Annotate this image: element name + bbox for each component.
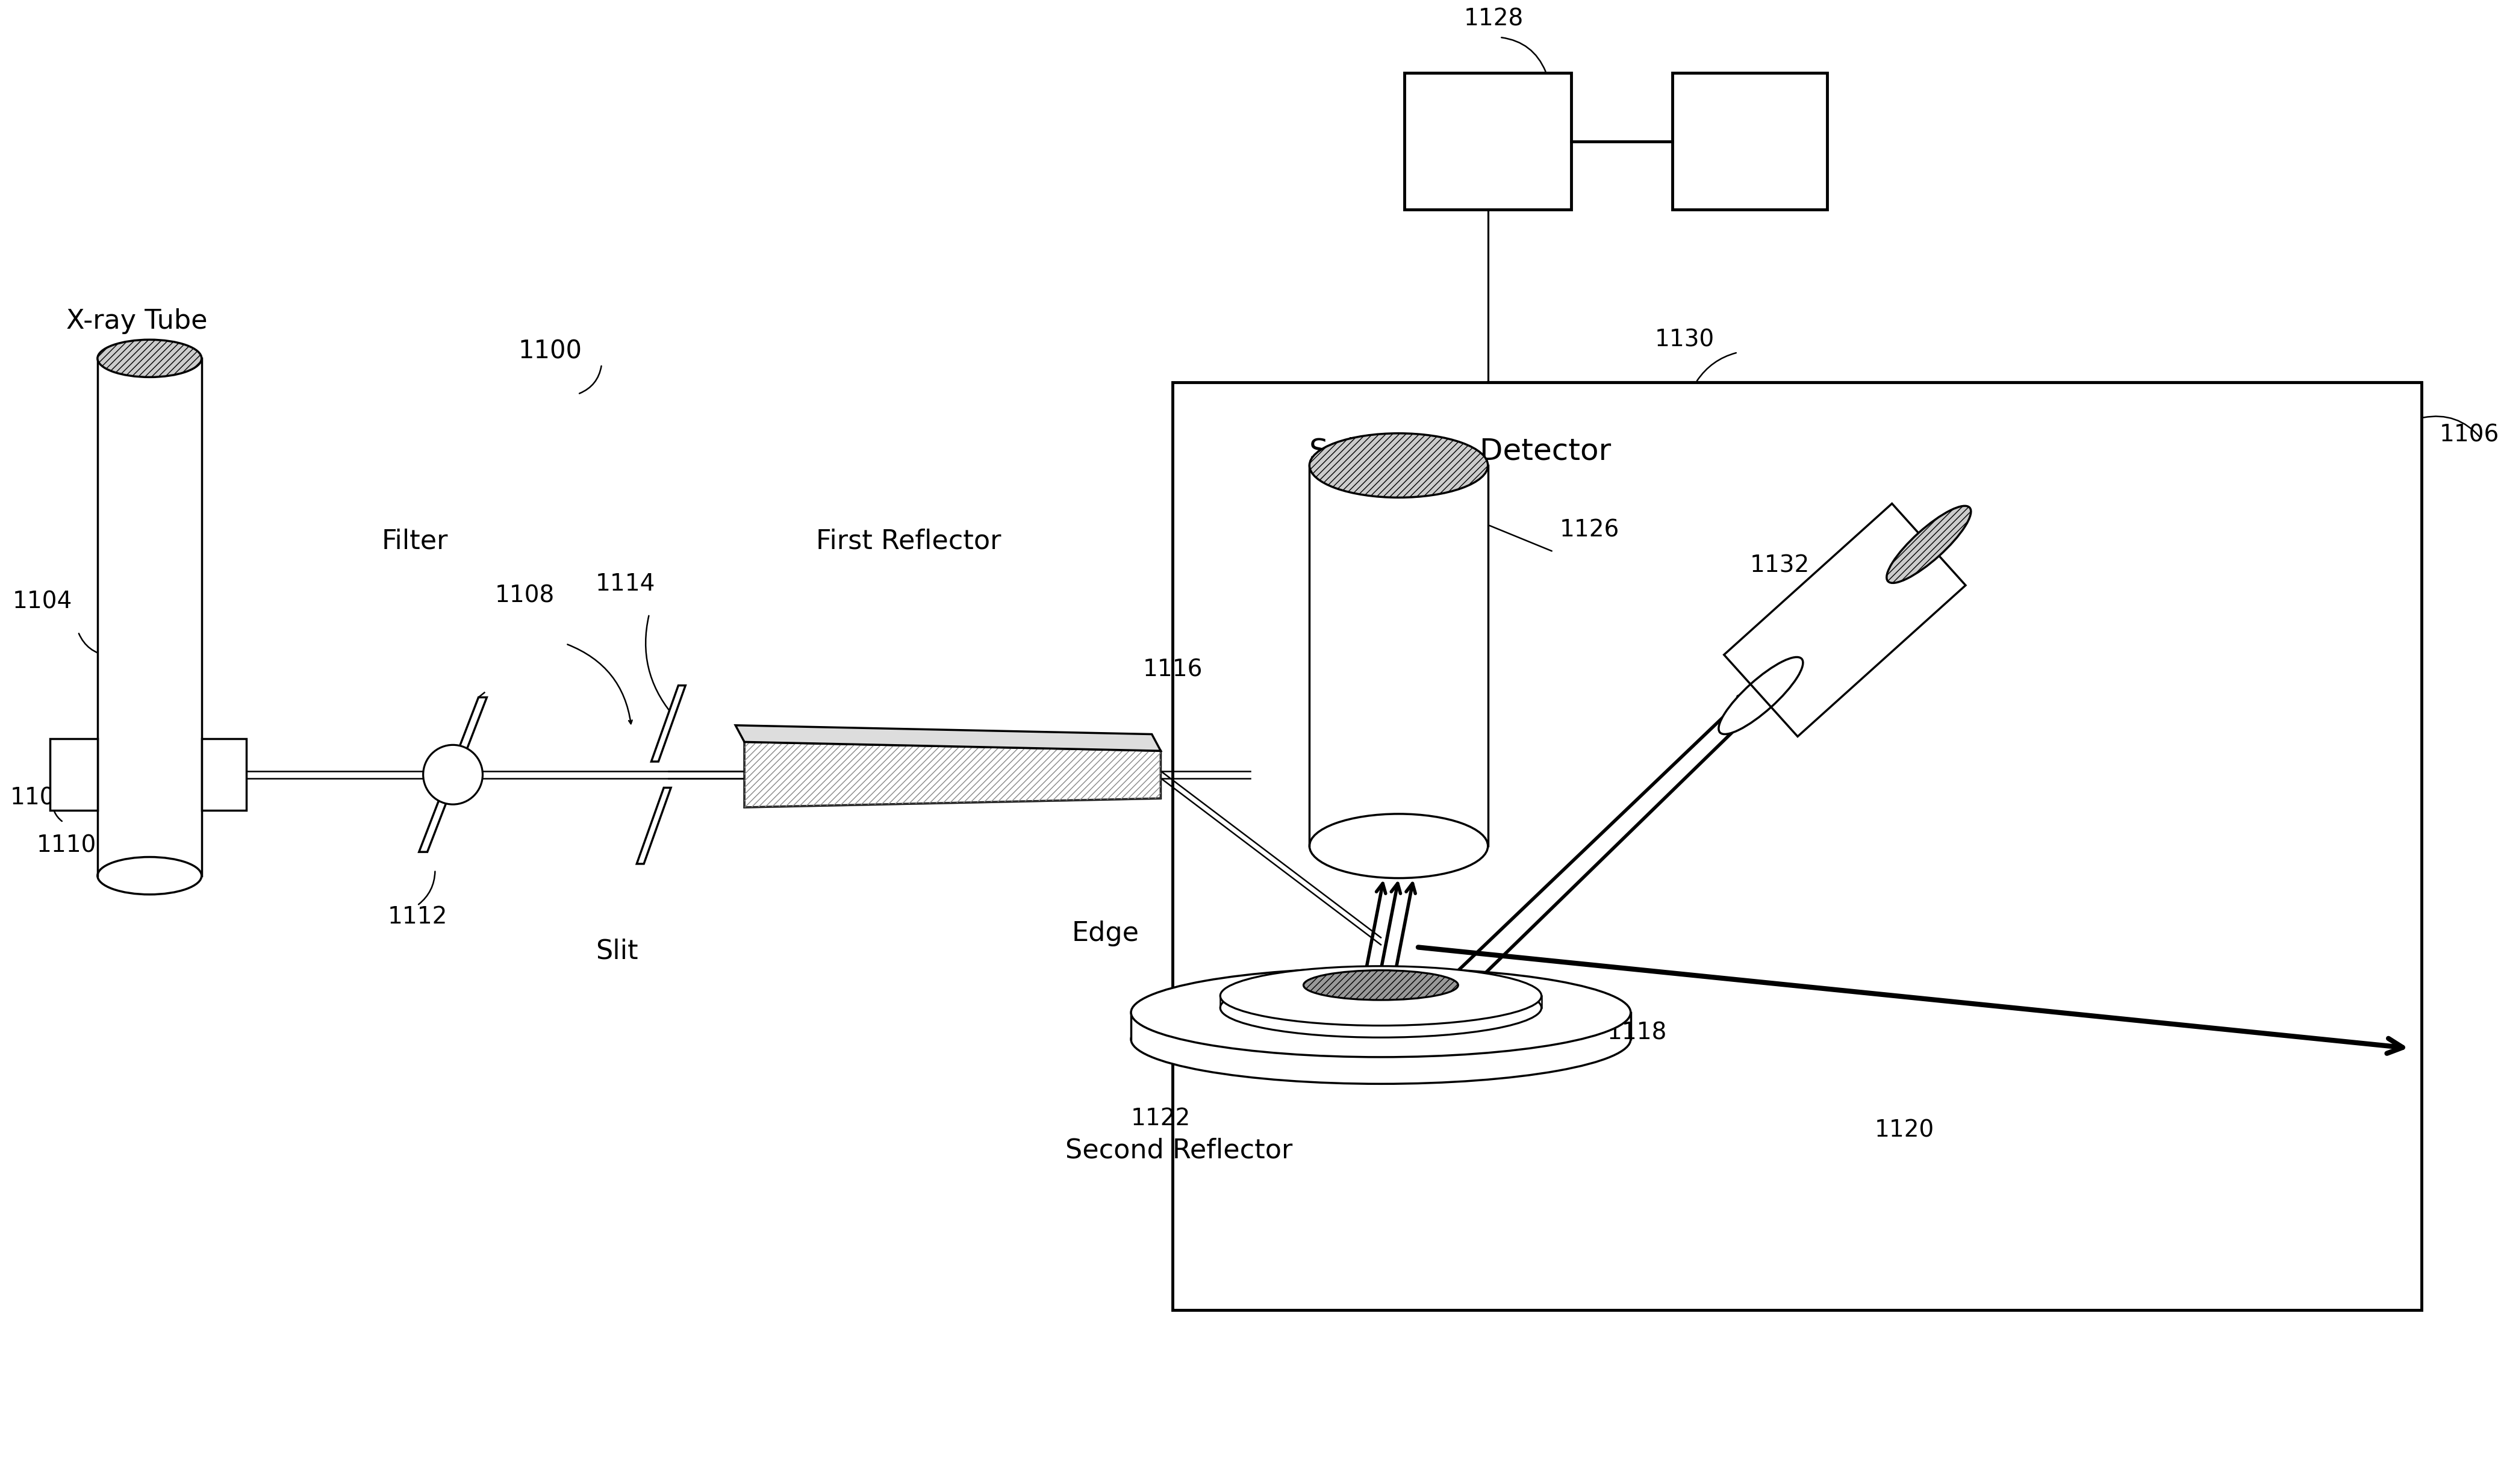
Text: 1120: 1120 [1876,1119,1933,1141]
Polygon shape [420,697,488,852]
Ellipse shape [1130,994,1631,1083]
Text: 1116: 1116 [1143,659,1203,681]
Polygon shape [1723,503,1966,736]
Bar [1130,1012,1631,1039]
Ellipse shape [1886,506,1971,583]
Text: Second Reflector: Second Reflector [1065,1138,1293,1163]
Text: X-ray Tube: X-ray Tube [65,309,208,334]
Text: 1100: 1100 [518,338,583,364]
Text: 1110: 1110 [38,834,98,856]
Text: 1122: 1122 [1130,1107,1190,1131]
Text: 1114: 1114 [595,573,655,595]
Bar [1406,73,1571,209]
Text: Edge: Edge [1070,920,1138,947]
Bar [50,739,98,810]
Text: 1104: 1104 [13,591,73,613]
Ellipse shape [1718,657,1803,735]
Bar [1673,73,1826,209]
Polygon shape [650,686,685,761]
Text: 1105: 1105 [10,787,70,809]
Text: Slit: Slit [595,938,638,965]
Ellipse shape [1311,433,1488,497]
Text: 1132: 1132 [1751,555,1808,577]
Ellipse shape [1303,971,1458,1000]
Ellipse shape [1220,966,1541,1025]
Text: 1118: 1118 [1606,1021,1666,1045]
Polygon shape [735,726,1160,751]
Text: Comp: Comp [1701,128,1798,156]
Ellipse shape [1220,978,1541,1037]
Text: Solid-state Detector: Solid-state Detector [1311,436,1611,466]
Text: 1108: 1108 [495,585,555,607]
Text: 1130: 1130 [1656,328,1713,352]
Text: MCA: MCA [1451,128,1526,156]
Text: 1106: 1106 [2438,423,2498,447]
Text: First Reflector: First Reflector [815,528,1000,554]
Text: Filter: Filter [383,528,448,554]
Text: 1112: 1112 [388,905,448,928]
Text: 1124: 1124 [1250,1025,1311,1048]
Ellipse shape [1311,813,1488,879]
Text: 1128: 1128 [1463,7,1523,30]
Text: 1126: 1126 [1558,519,1618,542]
Polygon shape [638,788,670,864]
Polygon shape [745,742,1160,807]
Bar [1311,466,1488,846]
Bar [98,359,203,876]
Ellipse shape [423,745,483,804]
Ellipse shape [1130,968,1631,1057]
Ellipse shape [98,340,203,377]
Bar [1173,383,2421,1310]
Bar [203,739,245,810]
Ellipse shape [98,856,203,895]
